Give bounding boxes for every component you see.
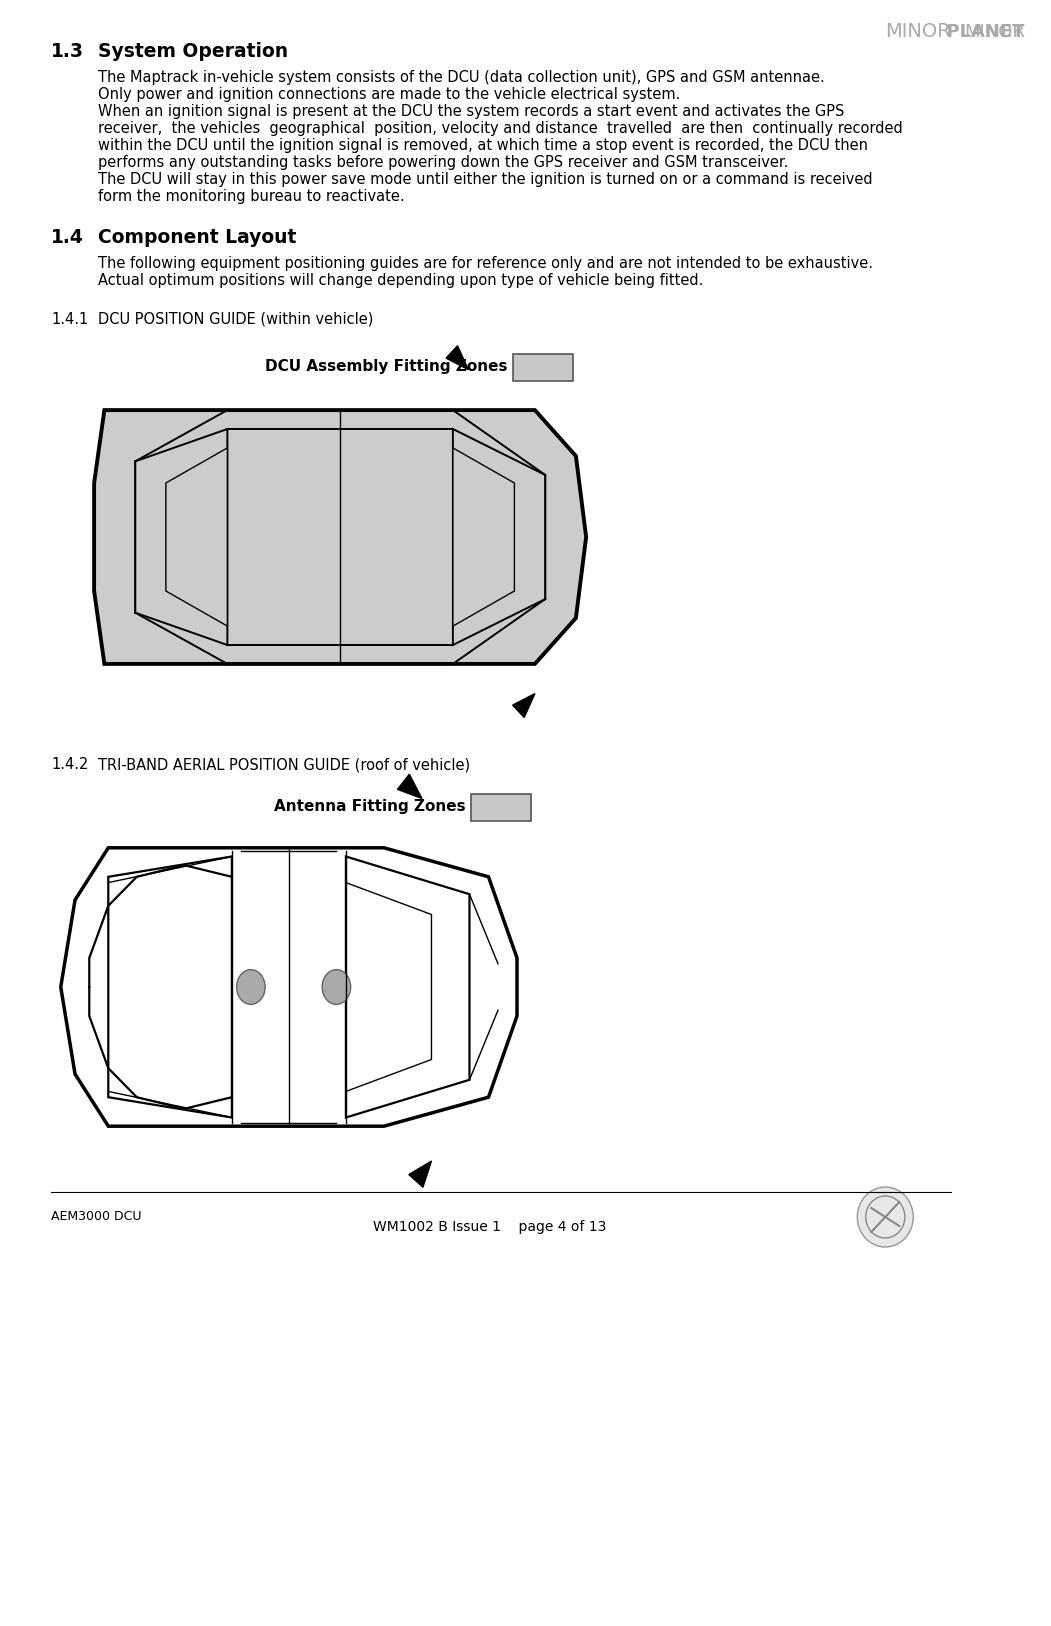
Text: 1.4.2: 1.4.2 [51, 758, 88, 772]
Text: DCU POSITION GUIDE (within vehicle): DCU POSITION GUIDE (within vehicle) [98, 312, 373, 327]
Text: The following equipment positioning guides are for reference only and are not in: The following equipment positioning guid… [98, 255, 872, 272]
Ellipse shape [236, 969, 265, 1005]
Text: 1.4.1: 1.4.1 [51, 312, 88, 327]
Text: The DCU will stay in this power save mode until either the ignition is turned on: The DCU will stay in this power save mod… [98, 172, 872, 187]
Text: MINORPLANET: MINORPLANET [809, 23, 950, 41]
FancyBboxPatch shape [513, 354, 573, 380]
Polygon shape [61, 847, 517, 1127]
Text: Component Layout: Component Layout [98, 228, 296, 247]
Text: The Maptrack in-vehicle system consists of the DCU (data collection unit), GPS a: The Maptrack in-vehicle system consists … [98, 70, 825, 85]
Text: System Operation: System Operation [98, 42, 288, 62]
Text: Antenna Fitting Zones: Antenna Fitting Zones [274, 800, 466, 815]
Text: When an ignition signal is present at the DCU the system records a start event a: When an ignition signal is present at th… [98, 104, 844, 119]
Polygon shape [453, 429, 545, 646]
Polygon shape [227, 429, 453, 646]
Polygon shape [446, 346, 469, 369]
Ellipse shape [323, 969, 351, 1005]
Text: WM1002 B Issue 1    page 4 of 13: WM1002 B Issue 1 page 4 of 13 [372, 1220, 606, 1234]
Text: MINOR: MINOR [885, 23, 950, 41]
Text: AEM3000 DCU: AEM3000 DCU [51, 1210, 142, 1223]
Text: 1.4: 1.4 [51, 228, 84, 247]
Text: PLANET: PLANET [909, 23, 1025, 41]
Text: within the DCU until the ignition signal is removed, at which time a stop event : within the DCU until the ignition signal… [98, 138, 868, 153]
Polygon shape [453, 447, 514, 626]
Polygon shape [136, 429, 227, 646]
FancyBboxPatch shape [471, 793, 531, 821]
Polygon shape [409, 1161, 432, 1187]
Text: receiver,  the vehicles  geographical  position, velocity and distance  travelle: receiver, the vehicles geographical posi… [98, 120, 903, 137]
Text: TRI-BAND AERIAL POSITION GUIDE (roof of vehicle): TRI-BAND AERIAL POSITION GUIDE (roof of … [98, 758, 470, 772]
Polygon shape [346, 857, 470, 1117]
Text: DCU Assembly Fitting Zones: DCU Assembly Fitting Zones [265, 359, 508, 374]
Text: Only power and ignition connections are made to the vehicle electrical system.: Only power and ignition connections are … [98, 88, 680, 102]
Polygon shape [397, 774, 421, 798]
Polygon shape [166, 447, 227, 626]
Circle shape [858, 1187, 913, 1247]
Text: 1.3: 1.3 [51, 42, 84, 62]
Polygon shape [108, 857, 232, 1117]
Text: performs any outstanding tasks before powering down the GPS receiver and GSM tra: performs any outstanding tasks before po… [98, 154, 788, 171]
Text: MINOR: MINOR [964, 23, 1025, 41]
Polygon shape [95, 410, 586, 663]
Polygon shape [346, 883, 432, 1091]
Text: form the monitoring bureau to reactivate.: form the monitoring bureau to reactivate… [98, 189, 405, 203]
Polygon shape [513, 694, 535, 717]
Text: Actual optimum positions will change depending upon type of vehicle being fitted: Actual optimum positions will change dep… [98, 273, 703, 288]
